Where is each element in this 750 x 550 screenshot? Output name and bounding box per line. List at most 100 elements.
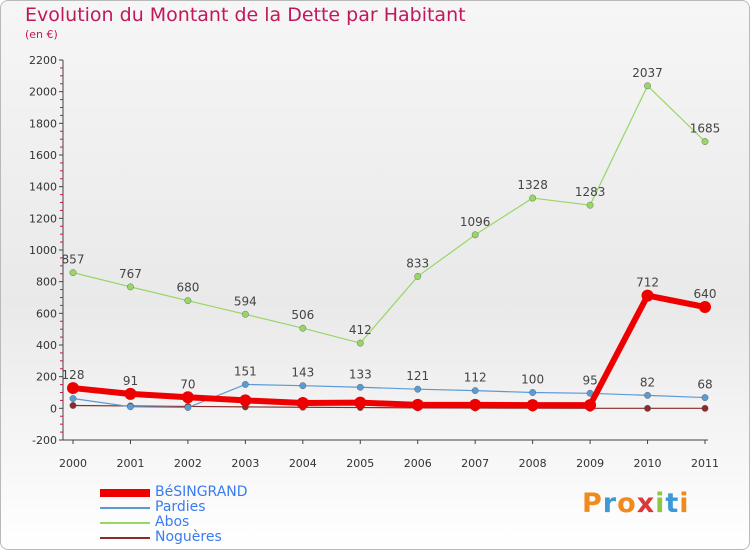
data-point — [701, 394, 709, 401]
data-point — [239, 394, 252, 407]
y-tick-label: 1200 — [29, 212, 57, 225]
x-tick-label: 2003 — [231, 457, 259, 470]
data-label: 412 — [349, 323, 372, 337]
data-point — [354, 396, 367, 409]
x-tick-label: 2008 — [519, 457, 547, 470]
data-point — [644, 404, 651, 412]
y-tick-label: 200 — [36, 371, 57, 384]
data-point — [356, 339, 364, 347]
data-label: 1328 — [517, 178, 548, 192]
data-point — [471, 387, 479, 394]
data-point — [471, 231, 479, 239]
data-label: 91 — [123, 374, 138, 388]
data-label: 143 — [291, 366, 314, 380]
data-point — [127, 283, 134, 291]
data-point — [181, 391, 194, 404]
y-tick-label: 0 — [50, 402, 57, 415]
logo-letter: i — [679, 488, 690, 519]
data-point — [299, 382, 307, 390]
data-point — [127, 403, 134, 411]
data-point — [699, 301, 711, 313]
data-label: 767 — [119, 267, 142, 281]
data-point — [411, 398, 424, 411]
legend-swatch — [100, 507, 150, 509]
logo-letter: r — [602, 488, 618, 519]
logo-letter: i — [655, 488, 666, 519]
x-tick-label: 2005 — [346, 457, 374, 470]
data-point — [414, 385, 422, 393]
data-label: 128 — [62, 368, 85, 382]
x-tick-label: 2004 — [289, 457, 317, 470]
data-point — [469, 398, 482, 411]
legend-label: Abos — [155, 514, 190, 530]
data-point — [356, 383, 364, 391]
data-point — [299, 324, 307, 332]
x-tick-label: 2002 — [174, 457, 202, 470]
legend-label: Pardies — [155, 499, 206, 515]
series-line-3 — [72, 404, 706, 409]
data-label: 70 — [180, 377, 195, 391]
y-tick-label: 400 — [36, 339, 57, 352]
x-tick-label: 2009 — [576, 457, 604, 470]
data-label: 833 — [406, 256, 429, 270]
legend-swatch — [100, 522, 150, 524]
y-tick-label: -200 — [32, 434, 57, 447]
data-label: 680 — [176, 281, 199, 295]
series-line-0 — [70, 292, 708, 409]
y-tick-label: 1000 — [29, 244, 57, 257]
data-label: 2037 — [632, 66, 663, 80]
x-tick-label: 2007 — [461, 457, 489, 470]
data-point — [526, 399, 539, 412]
data-point — [584, 399, 597, 412]
data-label: 1096 — [460, 215, 491, 229]
x-tick-label: 2006 — [404, 457, 432, 470]
data-point — [529, 389, 537, 396]
x-tick-label: 2011 — [691, 457, 719, 470]
data-point — [124, 387, 137, 400]
data-label: 1283 — [575, 185, 606, 199]
data-label: 112 — [464, 371, 487, 385]
legend-swatch — [100, 537, 150, 539]
y-tick-label: 800 — [36, 276, 57, 289]
data-point — [69, 402, 77, 409]
data-label: 133 — [349, 367, 372, 381]
data-point — [701, 404, 709, 412]
y-tick-label: 1600 — [29, 149, 57, 162]
data-label: 712 — [636, 276, 659, 290]
x-tick-label: 2001 — [116, 457, 144, 470]
data-label: 100 — [521, 373, 544, 387]
x-tick-label: 2010 — [634, 457, 662, 470]
chart-title: Evolution du Montant de la Dette par Hab… — [25, 4, 466, 26]
x-tick-label: 2000 — [59, 457, 87, 470]
data-label: 68 — [697, 378, 712, 392]
legend-label: BéSINGRAND — [155, 484, 248, 500]
data-point — [241, 381, 249, 388]
logo-letter: x — [636, 488, 656, 519]
logo-letter: t — [665, 488, 680, 519]
data-point — [414, 273, 422, 280]
series-line-1 — [72, 383, 706, 409]
data-point — [644, 391, 651, 399]
data-point — [586, 201, 594, 209]
data-label: 82 — [640, 375, 655, 389]
logo-letter: P — [582, 488, 603, 519]
data-point — [69, 395, 77, 402]
data-label: 857 — [62, 253, 85, 267]
data-point — [241, 310, 249, 318]
y-tick-label: 600 — [36, 307, 57, 320]
data-label: 121 — [406, 369, 429, 383]
y-tick-label: 2200 — [29, 54, 57, 67]
data-point — [69, 269, 77, 277]
data-label: 1685 — [690, 122, 721, 136]
data-label: 640 — [694, 287, 717, 301]
data-point — [701, 138, 709, 145]
data-label: 151 — [234, 364, 257, 378]
data-label: 594 — [234, 294, 257, 308]
data-label: 95 — [582, 373, 597, 387]
data-label: 506 — [291, 308, 314, 322]
y-tick-label: 1400 — [29, 181, 57, 194]
legend-swatch — [100, 489, 150, 497]
data-point — [641, 289, 654, 302]
logo-letter: o — [617, 488, 637, 519]
